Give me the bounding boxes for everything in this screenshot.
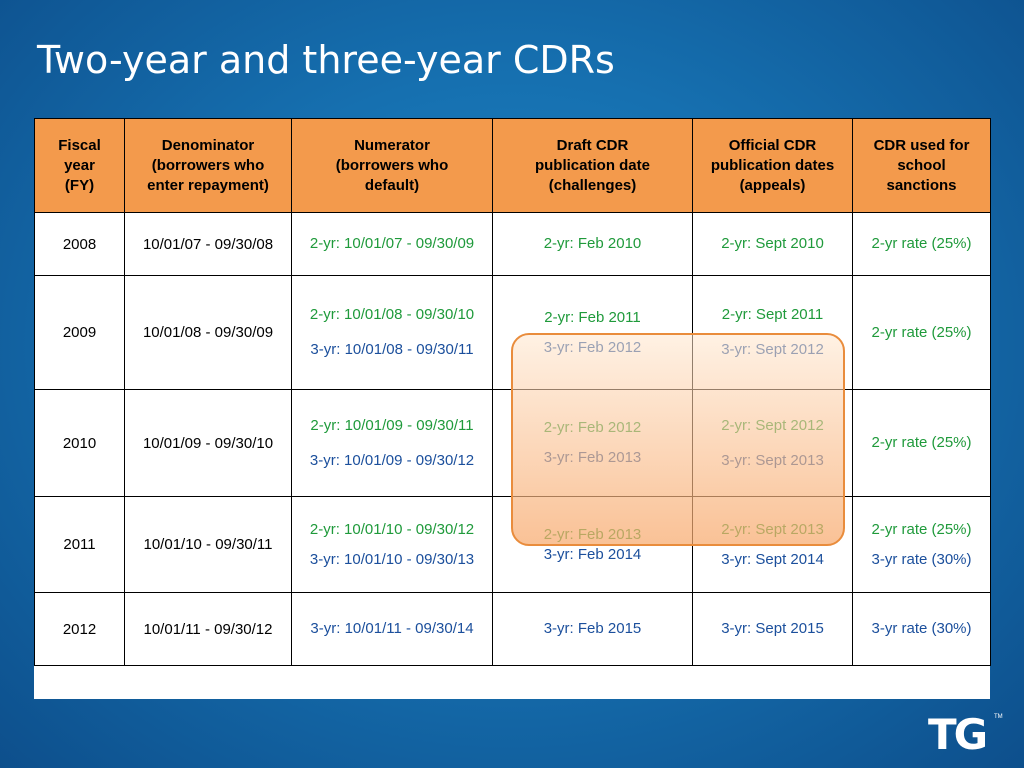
header-text: (borrowers who: [151, 156, 265, 174]
cell-numerator: 2-yr: 10/01/09 - 09/30/11 3-yr: 10/01/09…: [291, 389, 493, 497]
draft-3yr: 3-yr: Feb 2014: [543, 545, 642, 563]
header-text: (FY): [64, 176, 95, 194]
cell-official: 2-yr: Sept 2011 3-yr: Sept 2012: [692, 275, 853, 390]
draft-2yr: 2-yr: Feb 2012: [543, 419, 642, 436]
official-2yr: 2-yr: Sept 2010: [721, 235, 824, 252]
numerator-3yr: 3-yr: 10/01/11 - 09/30/14: [310, 620, 474, 637]
numerator-3yr: 3-yr: 10/01/08 - 09/30/11: [310, 341, 474, 358]
numerator-2yr: 2-yr: 10/01/09 - 09/30/11: [310, 416, 474, 434]
cell-sanctions: 2-yr rate (25%) 3-yr rate (30%): [852, 496, 991, 593]
header-text: enter repayment): [147, 176, 269, 194]
numerator-3yr: 3-yr: 10/01/09 - 09/30/12: [309, 451, 475, 469]
header-text: year: [64, 156, 95, 174]
header-text: default): [364, 176, 420, 194]
cdr-table: Fiscal year (FY) Denominator (borrowers …: [34, 118, 991, 666]
cell-fy: 2010: [34, 389, 125, 497]
header-official-cdr: Official CDR publication dates (appeals): [692, 118, 853, 213]
sanction-3yr: 3-yr rate (30%): [871, 550, 972, 568]
header-text: (challenges): [548, 176, 637, 194]
official-3yr: 3-yr: Sept 2014: [721, 550, 824, 568]
header-text: publication dates: [710, 156, 835, 174]
cell-denominator: 10/01/10 - 09/30/11: [124, 496, 292, 593]
cell-draft: 3-yr: Feb 2015: [492, 592, 693, 666]
slide-title: Two-year and three-year CDRs: [37, 38, 615, 82]
numerator-3yr: 3-yr: 10/01/10 - 09/30/13: [309, 550, 475, 568]
cell-fy: 2012: [34, 592, 125, 666]
sanction-2yr: 2-yr rate (25%): [871, 235, 972, 252]
sanction-2yr: 2-yr rate (25%): [871, 520, 972, 538]
header-text: CDR used for: [873, 136, 970, 154]
cell-official: 2-yr: Sept 2010: [692, 212, 853, 276]
header-cdr-sanctions: CDR used for school sanctions: [852, 118, 991, 213]
draft-2yr: 2-yr: Feb 2013: [543, 525, 642, 543]
cell-draft: 2-yr: Feb 2013 3-yr: Feb 2014: [492, 496, 693, 593]
numerator-2yr: 2-yr: 10/01/08 - 09/30/10: [309, 306, 475, 323]
numerator-2yr: 2-yr: 10/01/10 - 09/30/12: [309, 520, 475, 538]
cell-sanctions: 2-yr rate (25%): [852, 212, 991, 276]
header-text: sanctions: [886, 176, 957, 194]
header-text: publication date: [534, 156, 650, 174]
header-text: Numerator: [354, 136, 430, 154]
official-3yr: 3-yr: Sept 2013: [721, 451, 824, 469]
cell-draft: 2-yr: Feb 2012 3-yr: Feb 2013: [492, 389, 693, 497]
official-2yr: 2-yr: Sept 2011: [721, 306, 824, 323]
cell-draft: 2-yr: Feb 2011 3-yr: Feb 2012: [492, 275, 693, 390]
header-numerator: Numerator (borrowers who default): [291, 118, 493, 213]
numerator-2yr: 2-yr: 10/01/07 - 09/30/09: [309, 235, 475, 252]
cell-denominator: 10/01/07 - 09/30/08: [124, 212, 292, 276]
header-text: (appeals): [739, 176, 806, 194]
sanction-2yr: 2-yr rate (25%): [871, 434, 972, 451]
table-row: 2008 10/01/07 - 09/30/08 2-yr: 10/01/07 …: [34, 212, 991, 276]
cell-official: 2-yr: Sept 2012 3-yr: Sept 2013: [692, 389, 853, 497]
official-2yr: 2-yr: Sept 2012: [721, 416, 824, 434]
header-text: Fiscal: [58, 136, 101, 154]
header-draft-cdr: Draft CDR publication date (challenges): [492, 118, 693, 213]
official-3yr: 3-yr: Sept 2015: [721, 620, 824, 637]
draft-2yr: 2-yr: Feb 2011: [544, 308, 641, 326]
cell-fy: 2008: [34, 212, 125, 276]
table-row: 2012 10/01/11 - 09/30/12 3-yr: 10/01/11 …: [34, 592, 991, 666]
table-row: 2011 10/01/10 - 09/30/11 2-yr: 10/01/10 …: [34, 496, 991, 593]
tg-logo: TG: [928, 710, 988, 759]
header-denominator: Denominator (borrowers who enter repayme…: [124, 118, 292, 213]
table-row: 2009 10/01/08 - 09/30/09 2-yr: 10/01/08 …: [34, 275, 991, 390]
header-fiscal-year: Fiscal year (FY): [34, 118, 125, 213]
cell-fy: 2011: [34, 496, 125, 593]
cell-numerator: 2-yr: 10/01/10 - 09/30/12 3-yr: 10/01/10…: [291, 496, 493, 593]
cell-numerator: 2-yr: 10/01/08 - 09/30/10 3-yr: 10/01/08…: [291, 275, 493, 390]
header-text: Draft CDR: [556, 136, 629, 154]
cell-numerator: 2-yr: 10/01/07 - 09/30/09: [291, 212, 493, 276]
cell-denominator: 10/01/08 - 09/30/09: [124, 275, 292, 390]
official-3yr: 3-yr: Sept 2012: [721, 341, 824, 358]
header-text: Denominator: [161, 136, 255, 154]
cell-numerator: 3-yr: 10/01/11 - 09/30/14: [291, 592, 493, 666]
cell-fy: 2009: [34, 275, 125, 390]
cdr-table-panel: Fiscal year (FY) Denominator (borrowers …: [34, 118, 991, 699]
table-row: 2010 10/01/09 - 09/30/10 2-yr: 10/01/09 …: [34, 389, 991, 497]
header-text: (borrowers who: [335, 156, 449, 174]
trademark-mark: TM: [994, 714, 1003, 720]
draft-3yr: 3-yr: Feb 2013: [543, 449, 642, 466]
header-row: Fiscal year (FY) Denominator (borrowers …: [34, 118, 991, 213]
cell-sanctions: 3-yr rate (30%): [852, 592, 991, 666]
cell-official: 3-yr: Sept 2015: [692, 592, 853, 666]
cell-denominator: 10/01/11 - 09/30/12: [124, 592, 292, 666]
draft-2yr: 2-yr: Feb 2010: [543, 235, 642, 252]
draft-3yr: 3-yr: Feb 2012: [543, 338, 642, 356]
header-text: school: [897, 156, 946, 174]
header-text: Official CDR: [728, 136, 817, 154]
official-2yr: 2-yr: Sept 2013: [721, 520, 824, 538]
cell-sanctions: 2-yr rate (25%): [852, 389, 991, 497]
cell-sanctions: 2-yr rate (25%): [852, 275, 991, 390]
sanction-2yr: 2-yr rate (25%): [871, 323, 972, 341]
cell-denominator: 10/01/09 - 09/30/10: [124, 389, 292, 497]
draft-3yr: 3-yr: Feb 2015: [543, 620, 642, 637]
cell-official: 2-yr: Sept 2013 3-yr: Sept 2014: [692, 496, 853, 593]
cell-draft: 2-yr: Feb 2010: [492, 212, 693, 276]
sanction-3yr: 3-yr rate (30%): [871, 620, 972, 637]
